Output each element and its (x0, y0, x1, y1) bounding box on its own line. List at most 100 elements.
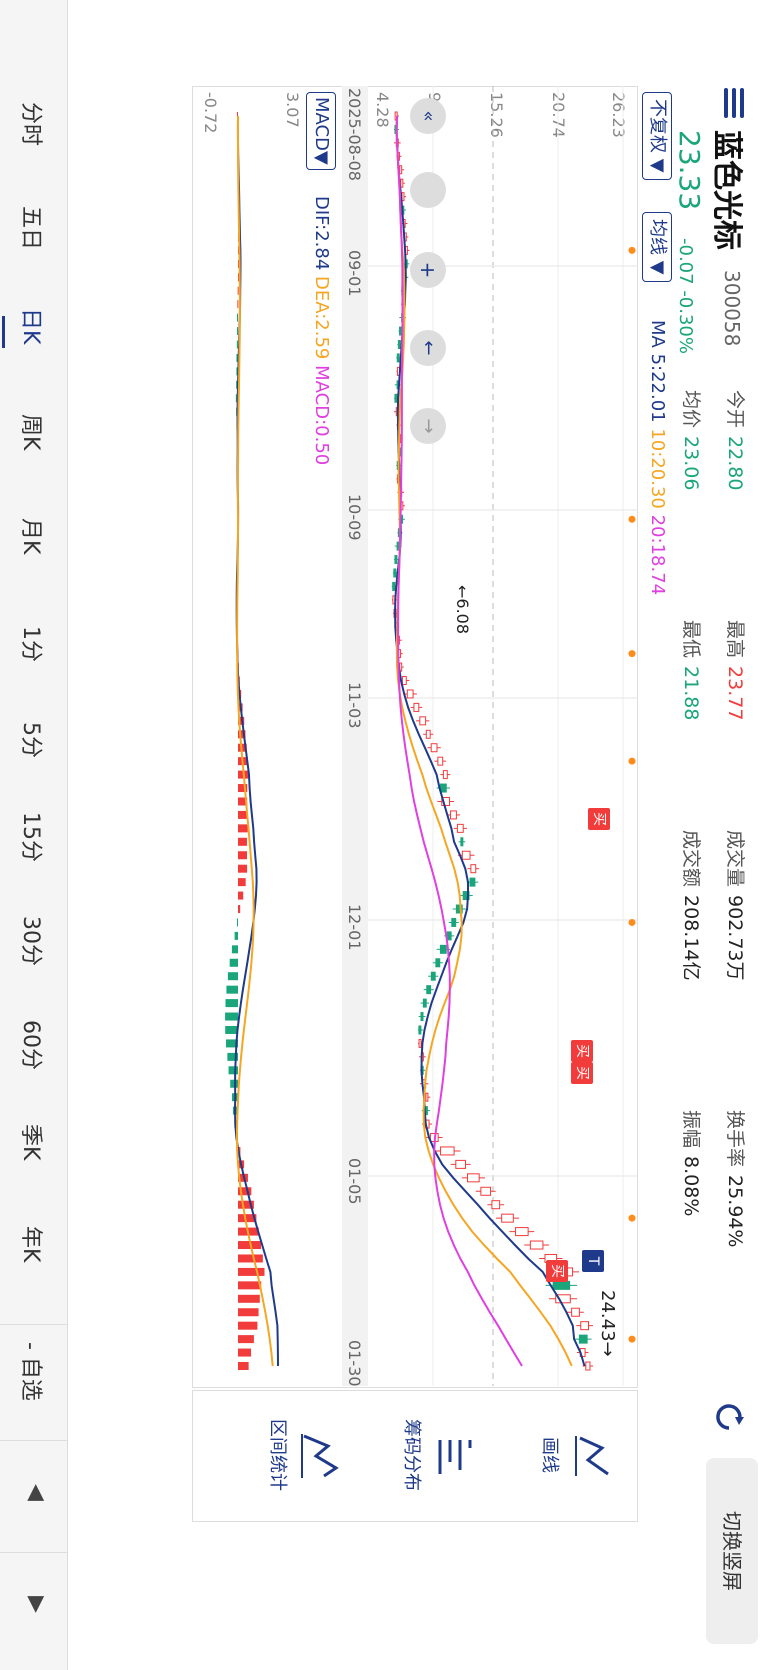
candle-body (439, 944, 447, 954)
chip-distribution-tool[interactable]: 筹码分布 (370, 1400, 482, 1510)
candle-body (406, 689, 414, 699)
tab-season-k[interactable]: 季K (18, 1124, 43, 1161)
candle-body (394, 555, 398, 565)
macd-bar (237, 864, 248, 873)
zoom-out-button[interactable] (410, 172, 446, 208)
draw-line-tool[interactable]: 画线 (508, 1400, 620, 1510)
macd-bar (238, 851, 248, 860)
menu-icon[interactable] (718, 88, 748, 118)
x-label: 01-30 (345, 1340, 364, 1387)
switch-portrait-button[interactable]: 切换竖屏 (706, 1458, 758, 1644)
candle-body (394, 393, 398, 403)
macd-bar (238, 837, 247, 846)
macd-bar (238, 797, 248, 806)
t-tag: T (582, 1250, 604, 1272)
candle-body (396, 353, 400, 363)
candle-body (400, 178, 404, 188)
event-dot (628, 650, 636, 658)
tab-1min[interactable]: 1分 (18, 626, 43, 662)
macd-bar (231, 945, 238, 954)
draw-line-icon (575, 1436, 609, 1476)
scroll-right-button[interactable]: → (410, 408, 446, 444)
candle-body (430, 971, 436, 981)
tab-60min[interactable]: 60分 (18, 1020, 43, 1070)
range-stats-icon (301, 1434, 339, 1478)
tab-divider (0, 1552, 67, 1553)
range-stats-tool[interactable]: 区间统计 (236, 1400, 348, 1510)
macd-bar (237, 300, 239, 309)
dea-value: DEA:2.59 (311, 276, 332, 360)
macd-bar (234, 931, 238, 940)
candle-body (515, 1227, 529, 1237)
candle-body (467, 1173, 480, 1183)
stat-volume: 成交量 902.73万 (723, 830, 750, 981)
macd-bar (236, 340, 238, 349)
tab-month-k[interactable]: 月K (18, 518, 43, 555)
tab-day-k[interactable]: 日K (18, 308, 43, 345)
stat-avg: 均价 23.06 (679, 390, 706, 490)
candle-body (580, 1321, 589, 1331)
tab-30min[interactable]: 30分 (18, 916, 43, 966)
tab-divider (0, 1440, 67, 1441)
ma5-line (394, 115, 586, 1367)
candle-body (552, 1280, 571, 1290)
stat-avg-label: 均价 (680, 390, 702, 429)
candle-body (451, 917, 457, 927)
low-marker: ←6.08 (453, 585, 472, 635)
candle-body (397, 339, 401, 349)
macd-select[interactable]: MACD▼ (306, 92, 336, 170)
tab-week-k[interactable]: 周K (18, 414, 43, 451)
dif-value: DIF:2.84 (311, 196, 332, 271)
buy-tag: 买 (571, 1040, 593, 1062)
candle-body (420, 1012, 424, 1022)
candle-body (529, 1240, 544, 1250)
triangle-right-icon[interactable]: ▶ (24, 1596, 49, 1613)
candle-body (501, 1213, 514, 1223)
event-dot (628, 757, 636, 765)
macd-bar (237, 1254, 263, 1263)
candle-body (413, 702, 420, 712)
stat-amount-value: 208.14亿 (680, 895, 702, 981)
candle-body (422, 998, 427, 1008)
macd-bar (225, 1025, 238, 1034)
tab-15min[interactable]: 15分 (18, 812, 43, 862)
macd-bar (238, 1362, 249, 1370)
candle-body (461, 850, 471, 860)
event-dot (628, 515, 636, 523)
chip-distribution-label: 筹码分布 (401, 1419, 422, 1491)
stat-volume-value: 902.73万 (724, 895, 746, 981)
current-price: 23.33 (673, 130, 706, 211)
tab-intraday[interactable]: 分时 (18, 102, 43, 147)
candle-body (399, 165, 403, 175)
candle-body (456, 823, 464, 833)
adjust-select[interactable]: 不复权 ▼ (642, 92, 672, 180)
zoom-in-button[interactable]: + (410, 252, 446, 288)
macd-bar (226, 1039, 238, 1048)
stat-low-value: 21.88 (680, 666, 702, 721)
candle-body (450, 810, 457, 820)
candle-body (393, 568, 397, 578)
candle-body (455, 1159, 466, 1169)
draw-line-label: 画线 (539, 1437, 560, 1473)
tab-year-k[interactable]: 年K (18, 1226, 43, 1263)
stat-low-label: 最低 (680, 620, 702, 659)
macd-select-label: MACD (311, 97, 332, 151)
candle-body (418, 1038, 422, 1048)
x-label: 11-03 (345, 682, 364, 729)
macd-bar (225, 999, 238, 1008)
high-marker: 24.43→ (597, 1290, 618, 1357)
adjust-select-label: 不复权 (647, 99, 668, 153)
triangle-left-icon[interactable]: ◀ (24, 1484, 49, 1501)
scroll-left-fast-button[interactable]: « (410, 98, 446, 134)
refresh-icon[interactable] (712, 1400, 746, 1434)
watchlist-button[interactable]: - 自选 (18, 1342, 43, 1401)
indicator-select[interactable]: 均线 ▼ (642, 212, 672, 282)
stat-open: 今开 22.80 (723, 390, 750, 490)
stat-high-value: 23.77 (724, 666, 746, 721)
scroll-left-button[interactable]: ← (410, 330, 446, 366)
macd-legend: DIF:2.84 DEA:2.59 MACD:0.50 (311, 196, 332, 465)
kline-chart[interactable] (368, 86, 638, 1386)
tab-five-day[interactable]: 五日 (18, 206, 43, 251)
tab-5min[interactable]: 5分 (18, 722, 43, 758)
